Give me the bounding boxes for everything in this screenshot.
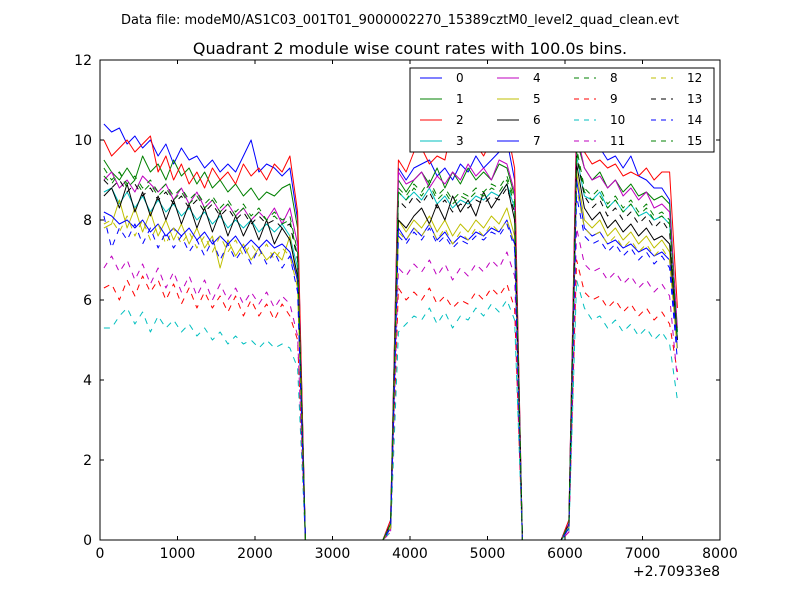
series-line-13 xyxy=(103,155,678,540)
y-tick-label: 0 xyxy=(83,533,92,549)
y-tick-label: 6 xyxy=(83,293,92,309)
series-line-5 xyxy=(103,171,678,540)
series-line-14 xyxy=(103,195,678,540)
x-tick-label: 7000 xyxy=(625,546,661,562)
axis-ticks: 0 1000 2000 3000 4000 5000 6000 7000 80000246810… xyxy=(74,53,738,562)
legend-label-9: 9 xyxy=(610,92,618,106)
legend-label-7: 7 xyxy=(533,134,541,148)
x-tick-label: 2000 xyxy=(237,546,273,562)
legend-label-14: 14 xyxy=(687,113,702,127)
legend-label-3: 3 xyxy=(456,134,464,148)
x-tick-label: 1000 xyxy=(160,546,196,562)
x-offset-label: +2.70933e8 xyxy=(633,564,720,580)
series-line-3 xyxy=(103,155,678,540)
legend-label-5: 5 xyxy=(533,92,541,106)
series-line-10 xyxy=(103,279,678,540)
y-tick-label: 4 xyxy=(83,373,92,389)
chart-suptitle: Data file: modeM0/AS1C03_001T01_90000022… xyxy=(121,13,679,28)
y-tick-label: 8 xyxy=(83,213,92,229)
x-tick-label: 8000 xyxy=(702,546,738,562)
legend-label-13: 13 xyxy=(687,92,702,106)
legend-frame xyxy=(409,67,715,153)
series-line-9 xyxy=(103,259,678,540)
chart-title: Quadrant 2 module wise count rates with … xyxy=(193,39,627,58)
series-line-6 xyxy=(103,163,678,540)
y-tick-label: 2 xyxy=(83,453,92,469)
x-tick-label: 0 xyxy=(96,546,105,562)
legend-label-12: 12 xyxy=(687,71,702,85)
y-tick-label: 12 xyxy=(74,53,92,69)
legend-label-10: 10 xyxy=(610,113,625,127)
legend-label-1: 1 xyxy=(456,92,464,106)
series-line-4 xyxy=(103,131,678,540)
series-line-0 xyxy=(103,123,678,540)
legend-label-15: 15 xyxy=(687,134,702,148)
legend-label-8: 8 xyxy=(610,71,618,85)
series-line-11 xyxy=(103,227,678,540)
series-layer xyxy=(103,115,678,540)
x-tick-label: 3000 xyxy=(315,546,351,562)
x-tick-label: 6000 xyxy=(547,546,583,562)
legend-label-2: 2 xyxy=(456,113,464,127)
series-line-8 xyxy=(103,147,678,540)
legend-label-0: 0 xyxy=(456,71,464,85)
legend-label-4: 4 xyxy=(533,71,541,85)
series-line-12 xyxy=(103,187,678,540)
x-tick-label: 4000 xyxy=(392,546,428,562)
legend-label-11: 11 xyxy=(610,134,625,148)
series-line-15 xyxy=(103,151,678,540)
y-tick-label: 10 xyxy=(74,133,92,149)
legend-label-6: 6 xyxy=(533,113,541,127)
x-tick-label: 5000 xyxy=(470,546,506,562)
